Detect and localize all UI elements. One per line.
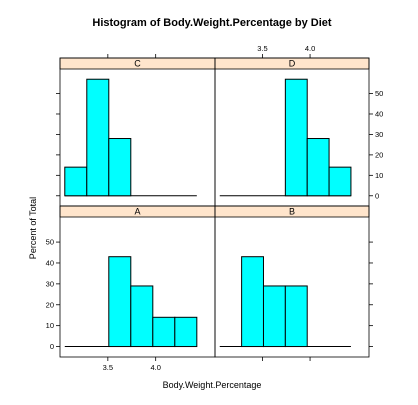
chart-title: Histogram of Body.Weight.Percentage by D… bbox=[92, 17, 332, 29]
y-tick-label: 50 bbox=[46, 238, 54, 247]
panel-border-B bbox=[214, 205, 370, 358]
y-axis-label: Percent of Total bbox=[28, 197, 38, 259]
y-tick-label: 30 bbox=[375, 130, 383, 139]
x-tick-label: 4.0 bbox=[305, 44, 315, 53]
y-tick-label: 0 bbox=[375, 191, 379, 200]
y-tick-label: 10 bbox=[375, 171, 383, 180]
x-tick-label: 3.5 bbox=[257, 44, 267, 53]
y-tick-label: 30 bbox=[46, 279, 54, 288]
y-tick-label: 20 bbox=[46, 300, 54, 309]
bar-A-5 bbox=[174, 316, 198, 348]
bar-D-4 bbox=[306, 138, 330, 197]
bar-A-2 bbox=[108, 256, 132, 348]
panels-group: C D A B 0 10 20 30 40 50 0 10 20 30 40 50 3.5 4.0 3.5 4.0 bbox=[46, 44, 384, 372]
strip-label-D: D bbox=[289, 59, 296, 69]
bar-B-1 bbox=[241, 256, 264, 348]
bar-D-3 bbox=[284, 78, 308, 197]
y-tick-label: 40 bbox=[375, 109, 383, 118]
x-axis-label: Body.Weight.Percentage bbox=[163, 380, 262, 390]
bar-A-3 bbox=[130, 285, 154, 348]
bar-D-5 bbox=[328, 166, 352, 197]
bar-A-4 bbox=[152, 316, 176, 348]
x-tick-label: 3.5 bbox=[103, 363, 113, 372]
bar-C-1 bbox=[86, 78, 110, 197]
strip-label-C: C bbox=[134, 59, 141, 69]
bar-B-2 bbox=[262, 285, 286, 348]
y-tick-label: 50 bbox=[375, 89, 383, 98]
y-tick-label: 40 bbox=[46, 258, 54, 267]
y-tick-label: 0 bbox=[50, 342, 54, 351]
bar-B-3 bbox=[284, 285, 308, 348]
bar-C-2 bbox=[108, 138, 132, 197]
x-tick-label: 4.0 bbox=[150, 363, 160, 372]
strip-label-A: A bbox=[134, 207, 140, 217]
y-tick-label: 20 bbox=[375, 150, 383, 159]
strip-label-B: B bbox=[289, 207, 295, 217]
y-tick-label: 10 bbox=[46, 321, 54, 330]
bar-C-0 bbox=[64, 166, 88, 197]
